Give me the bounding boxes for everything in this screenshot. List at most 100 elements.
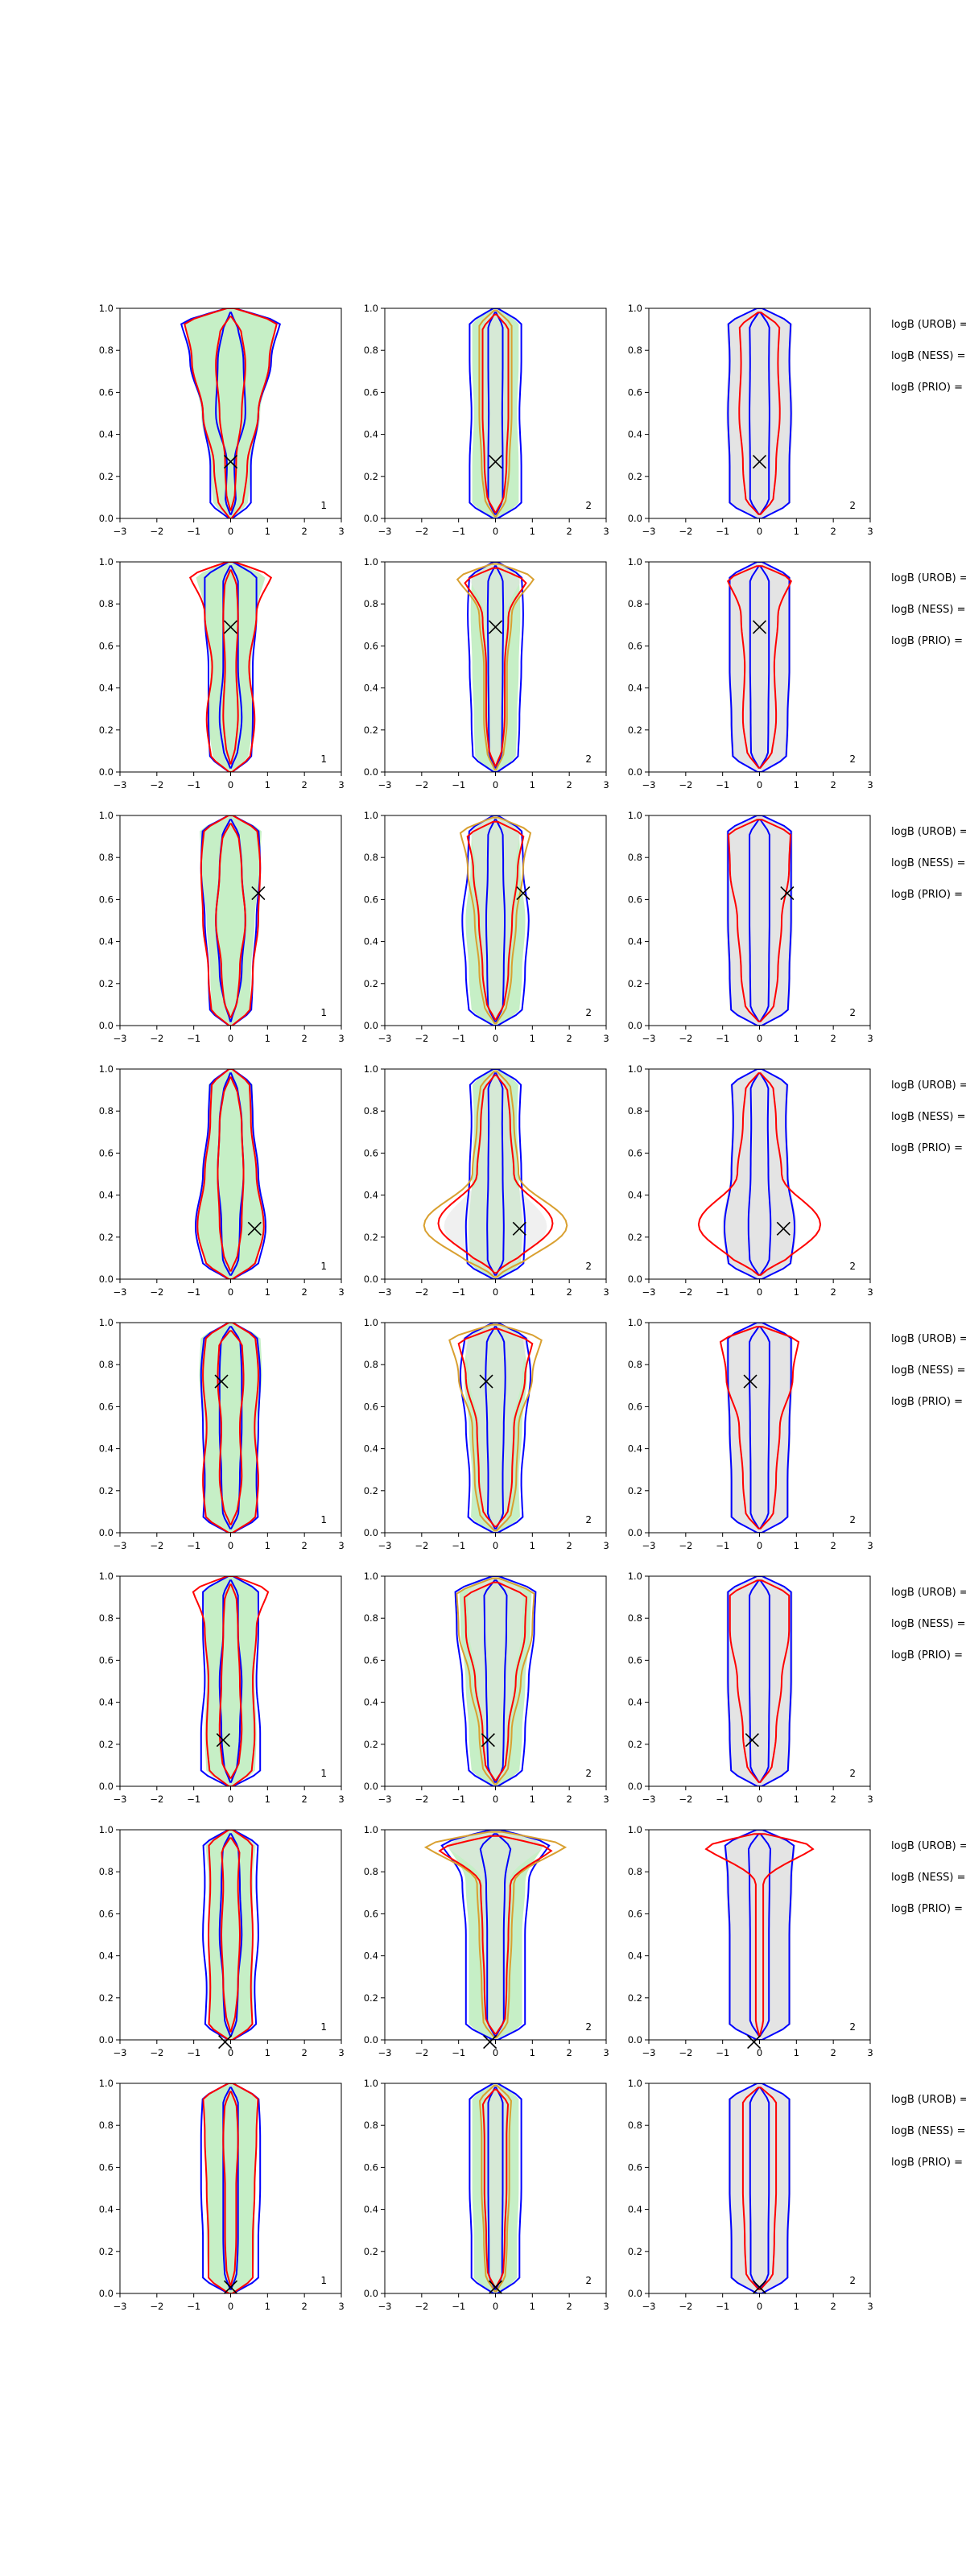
y-tick-label: 0.4 [99, 1443, 114, 1455]
x-tick-label: 2 [831, 2301, 836, 2312]
marker-stroke [214, 1374, 229, 1389]
x-tick-label: −3 [378, 2047, 392, 2058]
y-tick-label: 0.2 [628, 2246, 642, 2257]
x-tick-label: 1 [530, 2047, 535, 2058]
x-tick-label: 3 [603, 2047, 609, 2058]
contour-panel: −3 −2 −1 0 1 2 3 0.0 0.2 0.4 0.6 0.8 1.0 2 [364, 1317, 609, 1551]
density-fill [726, 308, 793, 518]
logb-label: logB (UROB) = [891, 2094, 966, 2106]
y-tick-label: 0.6 [99, 1147, 114, 1158]
x-tick-label: −3 [114, 1033, 127, 1044]
panel-grid: −3 −2 −1 0 1 2 3 0.0 0.2 0.4 0.6 0.8 1.0 1 −3 −2 −1 0 1 2 3 0… [99, 303, 966, 2312]
density-fill [196, 562, 266, 772]
y-tick-label: 0.2 [99, 1739, 114, 1750]
y-tick-label: 0.8 [628, 1612, 642, 1624]
contour-panel: −3 −2 −1 0 1 2 3 0.0 0.2 0.4 0.6 0.8 1.0 2 [628, 556, 873, 791]
panel-corner-label: 2 [849, 753, 856, 765]
x-tick-label: −1 [452, 1794, 465, 1805]
x-tick-label: −2 [679, 1033, 692, 1044]
contour-panel: −3 −2 −1 0 1 2 3 0.0 0.2 0.4 0.6 0.8 1.0 2 [364, 1571, 609, 1805]
y-tick-label: 0.6 [364, 1654, 378, 1666]
x-tick-label: 3 [603, 1286, 609, 1298]
x-tick-label: −3 [642, 2047, 656, 2058]
x-tick-label: 3 [603, 2301, 609, 2312]
density-fill-inner [467, 1576, 524, 1786]
y-tick-label: 0.2 [628, 471, 642, 482]
x-tick-label: −2 [679, 779, 692, 791]
y-tick-label: 1.0 [364, 556, 378, 568]
y-tick-label: 0.4 [364, 1697, 378, 1708]
y-tick-label: 0.8 [628, 1866, 642, 1877]
x-tick-label: 0 [493, 2301, 498, 2312]
red-contour [697, 1072, 822, 1276]
marker-stroke [516, 886, 530, 901]
y-tick-label: 0.6 [99, 1401, 114, 1412]
panel-corner-label: 1 [320, 1007, 327, 1018]
y-tick-label: 0.2 [99, 1992, 114, 2004]
blue-contour-inner [487, 312, 504, 515]
density-fill-inner [462, 1323, 529, 1533]
x-tick-label: −3 [114, 779, 127, 791]
x-tick-label: −3 [642, 1286, 656, 1298]
marker-stroke [481, 1733, 495, 1748]
red-contour [481, 313, 510, 514]
x-tick-label: 0 [493, 526, 498, 537]
x-tick-label: 3 [867, 526, 873, 537]
panel-row: −3 −2 −1 0 1 2 3 0.0 0.2 0.4 0.6 0.8 1.0 1 −3 −2 −1 0 1 2 3 0… [99, 303, 966, 537]
y-tick-label: 0.6 [364, 1147, 378, 1158]
logb-label: logB (NESS) = [891, 857, 965, 869]
panel-body [456, 562, 535, 772]
x-tick-label: 3 [603, 526, 609, 537]
logb-label: logB (NESS) = [891, 1111, 965, 1123]
red-contour-inner [215, 823, 246, 1018]
y-tick-label: 0.2 [628, 1485, 642, 1496]
red-contour-outer [202, 1323, 259, 1533]
x-tick-label: 1 [265, 1286, 270, 1298]
x-tick-label: 3 [867, 779, 873, 791]
x-tick-label: −2 [150, 1540, 163, 1551]
y-tick-label: 0.0 [628, 1781, 642, 1792]
logb-label: logB (UROB) = [891, 319, 966, 331]
y-tick-label: 1.0 [364, 303, 378, 314]
marker-stroke [780, 886, 795, 901]
x-tick-label: 1 [530, 1286, 535, 1298]
x-tick-label: −3 [378, 779, 392, 791]
density-fill [197, 1069, 264, 1279]
logb-label: logB (UROB) = [891, 1587, 966, 1599]
y-tick-label: 0.8 [628, 598, 642, 609]
panel-corner-label: 2 [585, 2021, 592, 2033]
blue-contour-outer [467, 562, 524, 772]
x-tick-label: −1 [716, 2047, 729, 2058]
x-tick-label: 2 [302, 2301, 308, 2312]
y-tick-label: 1.0 [99, 1824, 114, 1835]
x-tick-label: 2 [302, 1540, 308, 1551]
y-tick-label: 0.6 [99, 894, 114, 905]
blue-contour-outer [200, 1576, 262, 1786]
blue-contour-outer [459, 1323, 532, 1533]
x-tick-label: −1 [452, 779, 465, 791]
true-value-marker [752, 2280, 767, 2294]
x-tick-label: 0 [757, 1540, 762, 1551]
x-tick-label: −3 [378, 1540, 392, 1551]
x-tick-label: −2 [415, 1033, 428, 1044]
x-tick-label: −3 [642, 1794, 656, 1805]
x-tick-label: −2 [150, 1286, 163, 1298]
true-value-marker [488, 454, 503, 469]
logb-label: logB (UROB) = [891, 1333, 966, 1345]
x-tick-label: 1 [794, 2047, 799, 2058]
x-tick-label: 2 [567, 2301, 572, 2312]
x-tick-label: 1 [794, 1540, 799, 1551]
y-tick-label: 0.8 [364, 852, 378, 863]
x-tick-label: −2 [415, 779, 428, 791]
y-tick-label: 0.6 [364, 1908, 378, 1919]
x-tick-label: −2 [679, 1794, 692, 1805]
y-tick-label: 0.8 [364, 1612, 378, 1624]
true-value-marker [216, 1733, 230, 1748]
logb-label: logB (PRIO) = [891, 889, 963, 901]
y-tick-label: 0.2 [364, 1232, 378, 1243]
red-contour-outer [207, 1830, 254, 2040]
panel-row: −3 −2 −1 0 1 2 3 0.0 0.2 0.4 0.6 0.8 1.0 1 −3 −2 −1 0 1 2 3 0… [99, 2078, 966, 2312]
x-tick-label: 2 [831, 1033, 836, 1044]
panel-corner-label: 1 [320, 1261, 327, 1272]
